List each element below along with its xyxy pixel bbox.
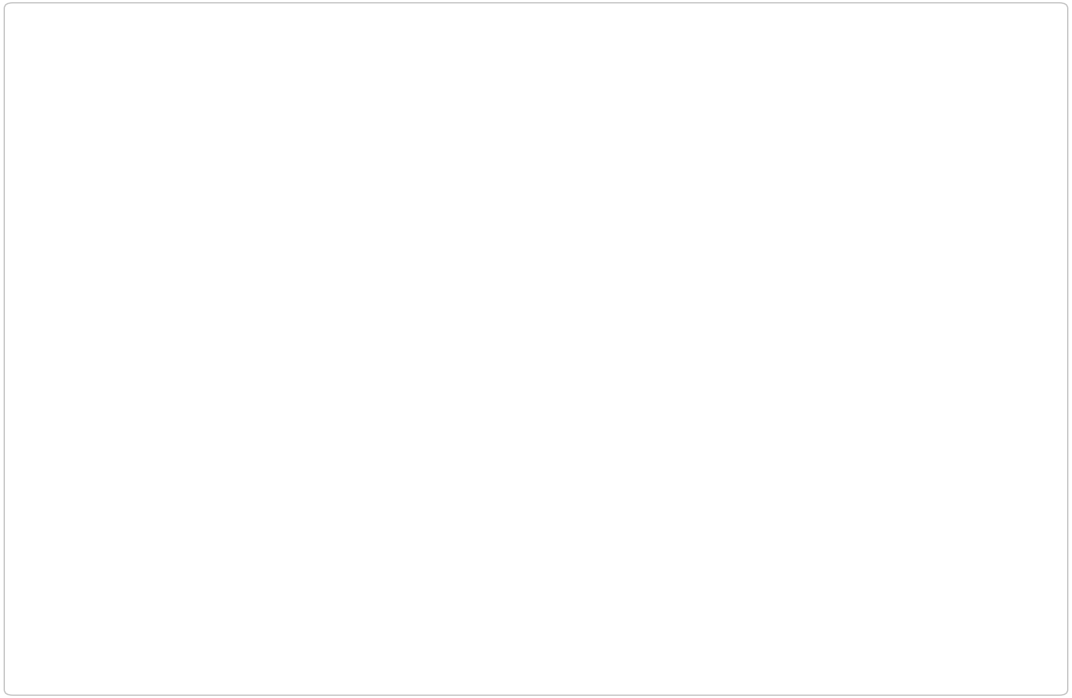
Text: d.: d. — [196, 413, 217, 433]
Text: a.: a. — [196, 174, 215, 194]
Text: guarantee that there is a basis of ℝ³ consisting of eigenvectors of Ａ?: guarantee that there is a basis of ℝ³ co… — [251, 367, 967, 387]
Text: What are the eigenvalues of Ａ? Is Ａ invertible? Is there a basis of ℝⁿ: What are the eigenvalues of Ａ? Is Ａ inve… — [251, 492, 958, 512]
Text: Provide a justification for your response to the following questions.: Provide a justification for your respons… — [203, 121, 1040, 145]
Text: are the eigenvalues of 2Ａ?: are the eigenvalues of 2Ａ? — [251, 208, 527, 228]
Text: e.: e. — [196, 572, 215, 592]
Text: there is a basis of ℝ³ consisting of eigenvectors of Ｄ?: there is a basis of ℝ³ consisting of eig… — [251, 288, 804, 307]
Text: det(Ａ − λI) = (4 − λ)(−2 − λ)(1 − λ),: det(Ａ − λI) = (4 − λ)(−2 − λ)(1 − λ), — [357, 611, 742, 631]
Text: Suppose that the characteristic polynomial of a matrix Ａ is: Suppose that the characteristic polynomi… — [251, 413, 863, 433]
Text: b.: b. — [196, 253, 217, 274]
Text: Suppose that Ａ is a 3 × 3 matrix having eigenvalues λ = −3, 3, −5. What: Suppose that Ａ is a 3 × 3 matrix having … — [251, 174, 1017, 194]
Text: If Ａ is a 3 × 3 matrix whose eigenvalues are λ = −1, 3, 5, can you: If Ａ is a 3 × 3 matrix whose eigenvalues… — [251, 333, 939, 353]
Text: c.: c. — [196, 333, 214, 353]
Text: 4.: 4. — [165, 121, 192, 145]
Text: If the characteristic polynomial of Ａ is: If the characteristic polynomial of Ａ is — [251, 572, 644, 592]
Text: consisting of eigenvectors of Ａ?: consisting of eigenvectors of Ａ? — [251, 526, 581, 546]
Text: det(Ａ − λI) = −λ³ + 4λ.: det(Ａ − λI) = −λ³ + 4λ. — [428, 452, 671, 472]
Text: Suppose that Ｄ is a diagonal 3 × 3 matrix. Why can you guarantee that: Suppose that Ｄ is a diagonal 3 × 3 matri… — [251, 253, 996, 274]
